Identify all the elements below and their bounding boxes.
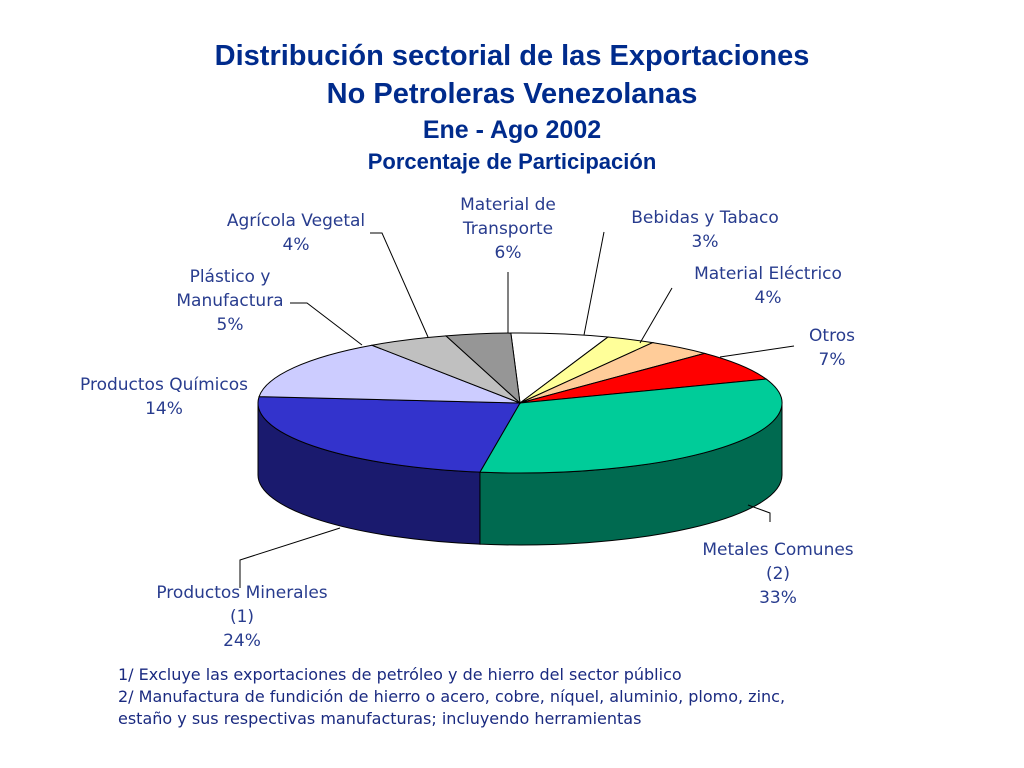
pie-top [257,332,783,474]
slice-label-material-electrico: Material Eléctrico 4% [694,264,842,308]
slice-label-metales-comunes-2: Metales Comunes (2) 33% [702,540,853,608]
footnote-2-line-2: estaño y sus respectivas manufacturas; i… [118,709,642,728]
slice-label-material-de-transporte: Material de Transporte 6% [460,195,556,263]
leader-line-productos-minerales-1 [239,527,341,588]
pie-slice-productos-minerales-1 [257,396,521,473]
slice-label-bebidas-y-tabaco: Bebidas y Tabaco 3% [631,208,779,252]
slice-label-plastico-y-manufactura: Plástico y Manufactura 5% [176,267,283,335]
slice-label-agricola-vegetal: Agrícola Vegetal 4% [227,211,365,255]
chart-period: Ene - Ago 2002 [422,116,602,144]
slice-labels: Material de Transporte 6% Bebidas y Tabaco 3… [80,195,855,651]
slice-label-productos-minerales-1: Productos Minerales (1) 24% [156,583,327,651]
chart-title-line-1: Distribución sectorial de las Exportacio… [214,40,810,72]
slice-label-otros: Otros 7% [809,326,855,370]
footnote-2-line-1: 2/ Manufactura de fundición de hierro o … [118,687,786,706]
chart-title-line-2: No Petroleras Venezolanas [326,78,698,110]
leader-line-agricola-vegetal [370,232,429,338]
slice-label-productos-quimicos: Productos Químicos 14% [80,375,248,419]
leader-line-bebidas-y-tabaco [583,231,605,336]
leader-line-metales-comunes-2 [747,504,771,522]
leader-line-plastico-y-manufactura [290,302,363,346]
pie-slice-otros [519,352,768,404]
leader-line-otros [719,345,795,358]
chart-subtitle: Porcentaje de Participación [367,149,657,174]
footnote-1: 1/ Excluye las exportaciones de petróleo… [118,665,682,684]
footnotes: 1/ Excluye las exportaciones de petróleo… [118,664,878,730]
pie-slice-productos-quimicos [258,344,521,404]
pie-slice-agricola-vegetal [444,332,521,405]
pie-slice-metales-comunes-2 [479,378,783,474]
leader-line-material-electrico [639,287,673,344]
